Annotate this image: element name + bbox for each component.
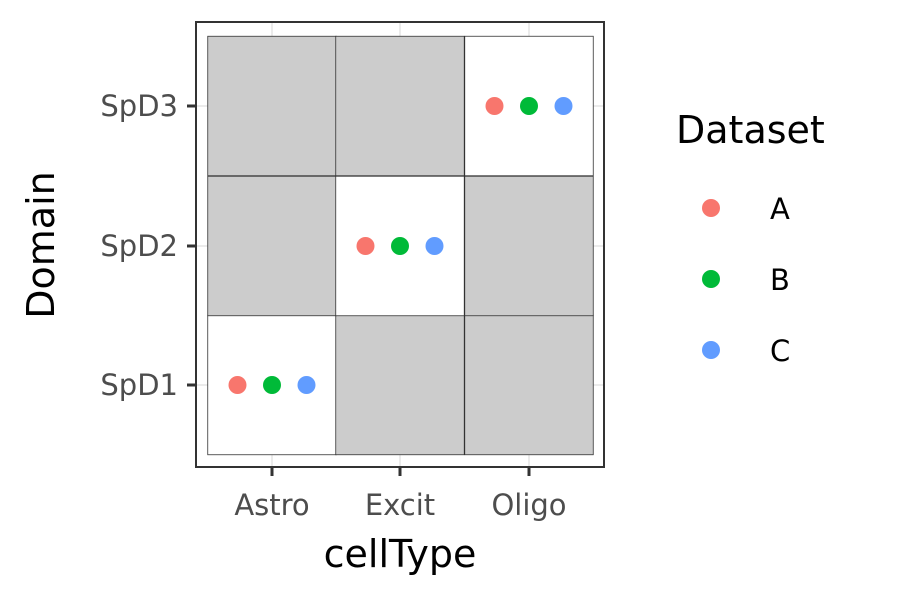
point-Astro-SpD1-B	[263, 376, 281, 394]
y-tick-label-SpD1: SpD1	[100, 368, 178, 402]
x-axis: Astro Excit Oligo	[234, 467, 567, 522]
legend-label-A: A	[770, 192, 790, 226]
point-Excit-SpD2-B	[391, 237, 409, 255]
legend-label-B: B	[770, 263, 790, 297]
point-Oligo-SpD3-A	[485, 97, 504, 115]
tile-Excit-SpD3	[335, 35, 465, 177]
x-axis-title: cellType	[324, 532, 477, 576]
legend-label-C: C	[770, 334, 790, 368]
tile-Oligo-SpD2	[464, 175, 594, 317]
tile-Excit-SpD1	[335, 314, 465, 456]
tile-Oligo-SpD1	[464, 314, 594, 456]
legend-key-A	[702, 199, 720, 217]
tile-Astro-SpD2	[207, 175, 337, 317]
point-Oligo-SpD3-C	[554, 97, 573, 115]
y-tick-label-SpD2: SpD2	[100, 229, 178, 263]
y-axis-title: Domain	[19, 171, 63, 318]
x-tick-label-Oligo: Oligo	[491, 488, 566, 522]
y-axis: SpD1 SpD2 SpD3	[100, 89, 196, 402]
x-tick-label-Excit: Excit	[365, 488, 435, 522]
point-Excit-SpD2-C	[425, 237, 444, 255]
point-Astro-SpD1-A	[228, 376, 247, 394]
x-tick-label-Astro: Astro	[234, 488, 309, 522]
tile-Astro-SpD3	[207, 35, 337, 177]
point-Astro-SpD1-C	[297, 376, 316, 394]
legend-title: Dataset	[676, 108, 825, 152]
legend-key-C	[702, 341, 720, 359]
y-tick-label-SpD3: SpD3	[100, 89, 178, 123]
data-points	[228, 97, 573, 394]
legend: Dataset A B C	[676, 108, 825, 368]
point-Excit-SpD2-A	[356, 237, 375, 255]
point-Oligo-SpD3-B	[520, 97, 538, 115]
legend-key-B	[702, 270, 720, 288]
